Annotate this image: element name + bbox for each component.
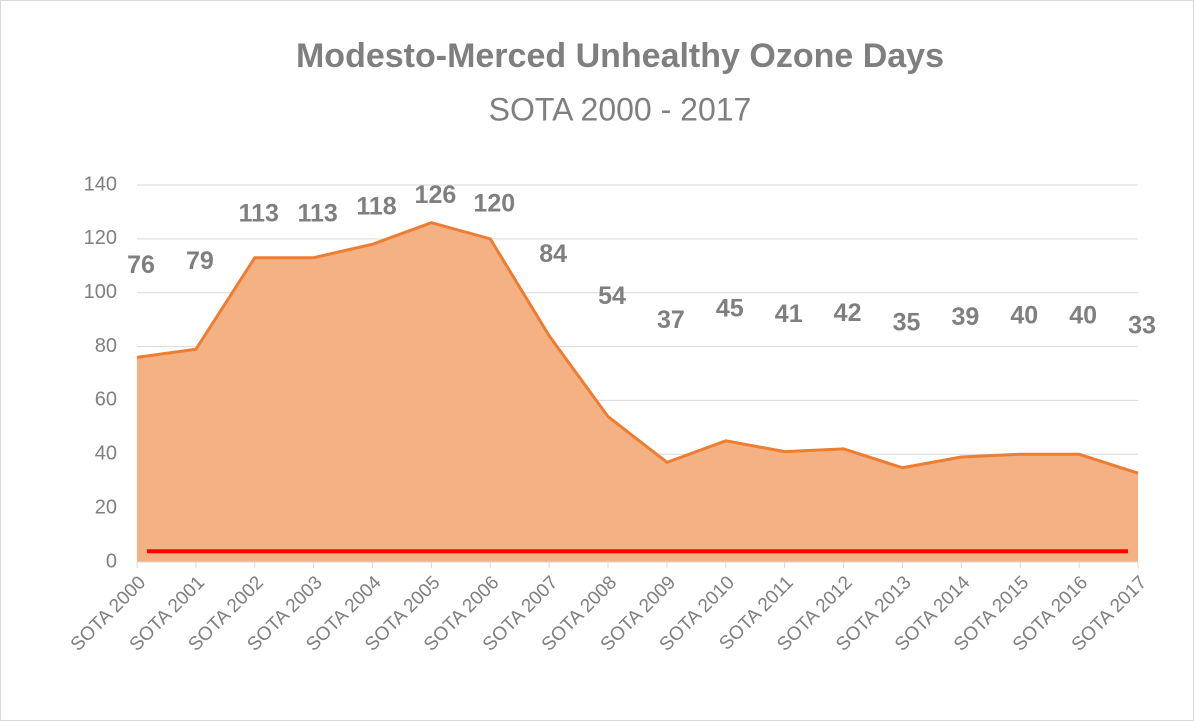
chart-subtitle: SOTA 2000 - 2017 (489, 91, 752, 127)
chart-title: Modesto-Merced Unhealthy Ozone Days (296, 37, 944, 75)
data-label: 120 (473, 190, 515, 218)
y-tick-label: 20 (95, 496, 117, 518)
y-tick-label: 0 (106, 550, 117, 572)
data-label: 84 (539, 240, 567, 268)
data-label: 113 (297, 199, 337, 227)
data-label: 54 (598, 282, 626, 310)
data-label: 33 (1128, 311, 1156, 339)
data-label: 113 (239, 199, 279, 227)
data-label: 118 (356, 192, 396, 220)
data-label: 76 (127, 251, 155, 279)
data-label: 37 (657, 306, 685, 334)
y-tick-label: 40 (95, 443, 117, 465)
data-label: 35 (893, 309, 921, 337)
y-tick-label: 60 (95, 389, 117, 411)
y-tick-label: 80 (95, 335, 117, 357)
data-label: 41 (775, 300, 803, 328)
data-label: 40 (1069, 302, 1097, 330)
y-tick-label: 140 (84, 173, 117, 195)
data-label: 79 (186, 247, 214, 275)
area (137, 222, 1138, 562)
data-label: 42 (834, 299, 862, 327)
data-label: 40 (1010, 302, 1038, 330)
y-tick-label: 120 (84, 227, 117, 249)
area-outline (136, 221, 1139, 475)
data-label: 45 (716, 295, 744, 323)
data-label: 126 (415, 181, 457, 209)
y-tick-label: 100 (84, 281, 117, 303)
data-label: 39 (951, 303, 979, 331)
